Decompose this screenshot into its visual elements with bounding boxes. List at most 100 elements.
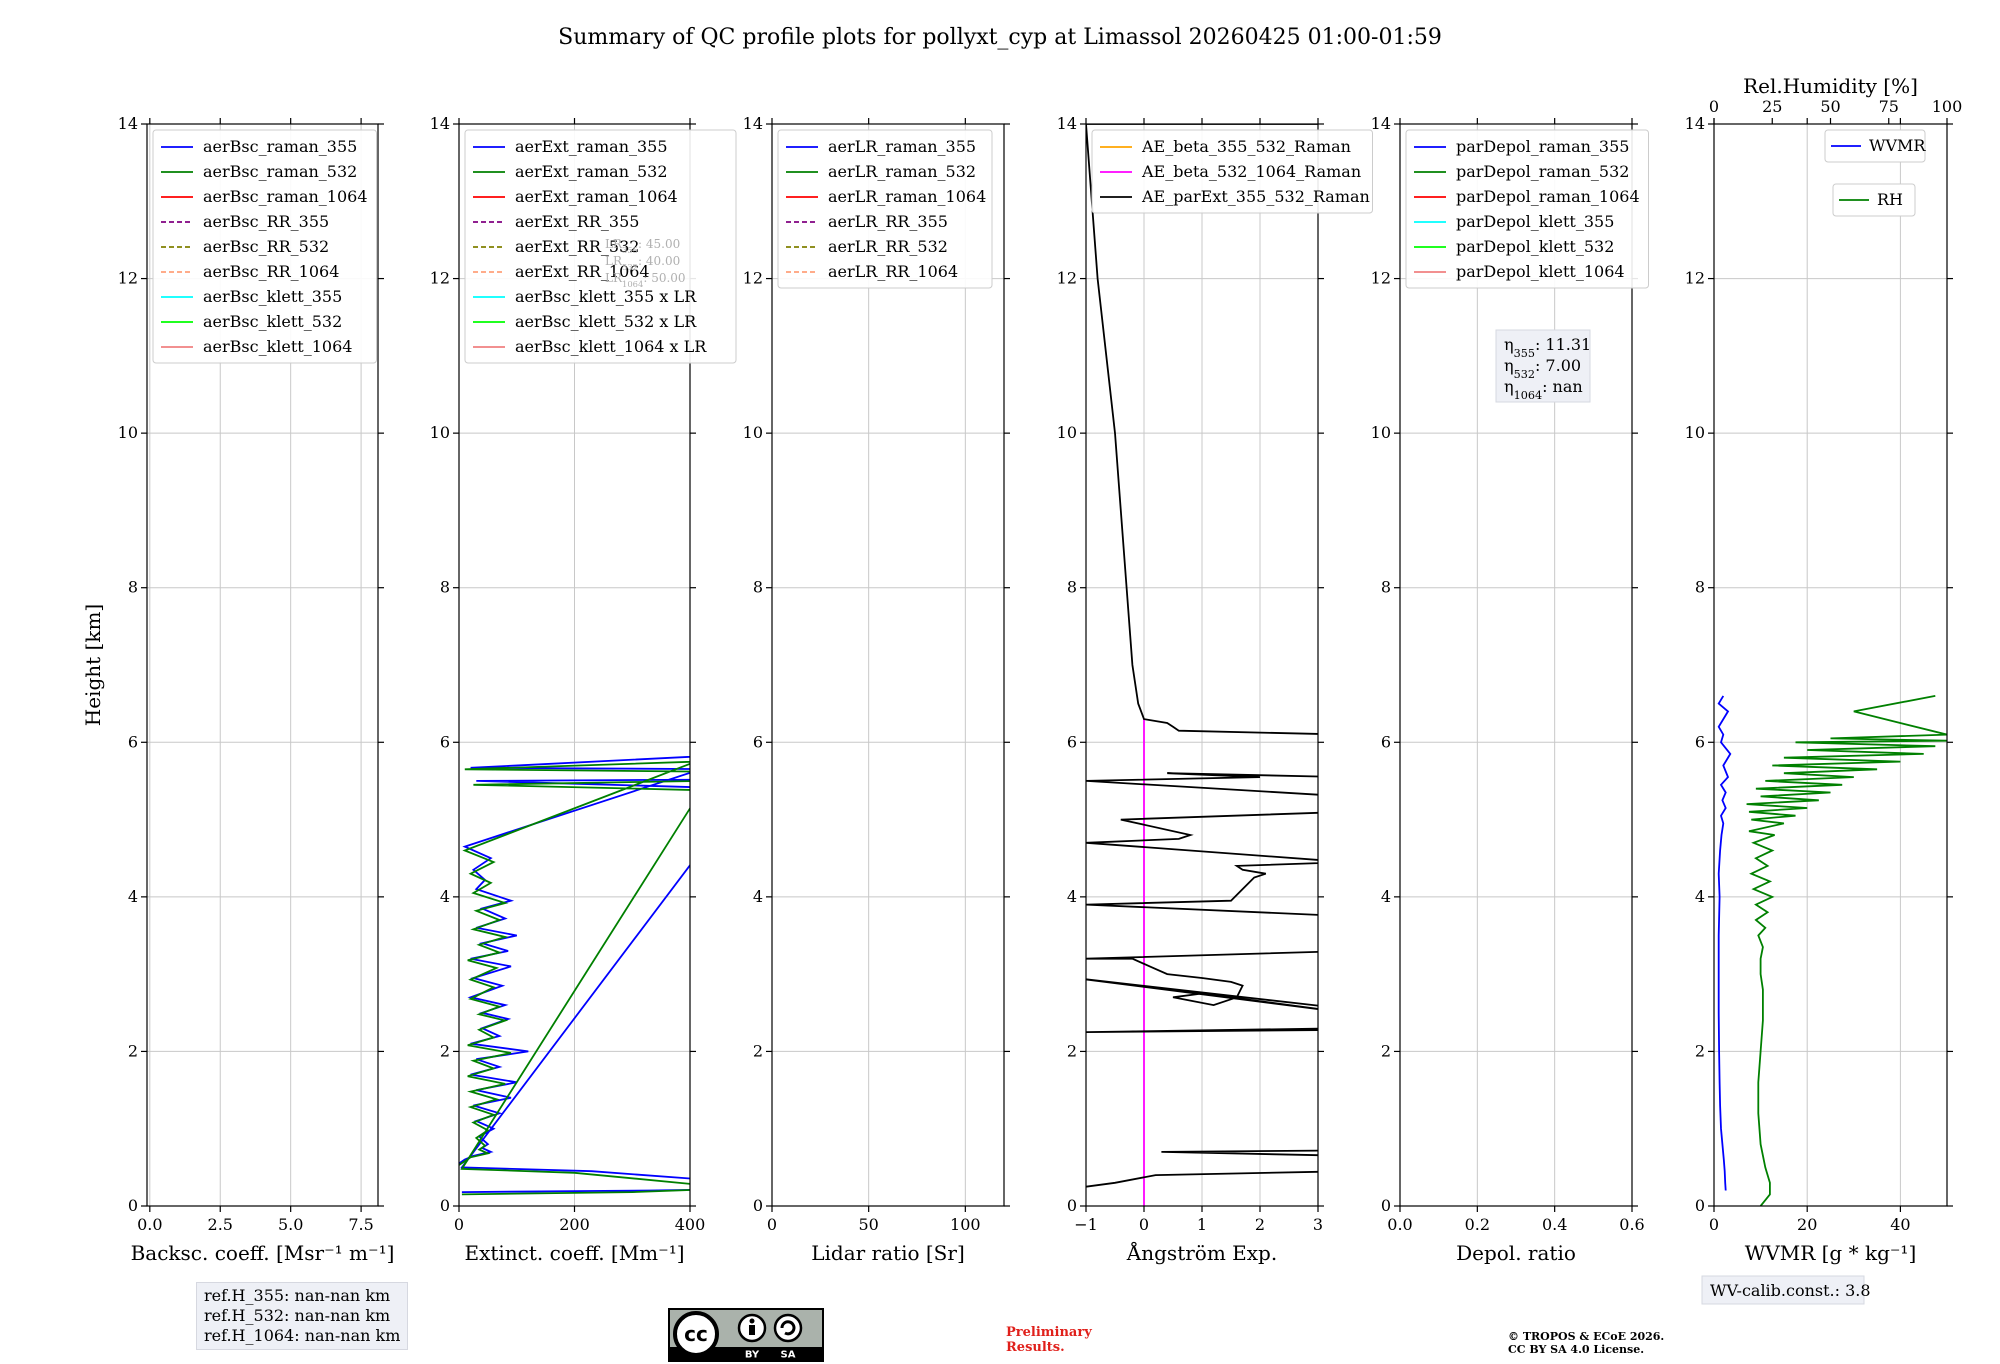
y-tick-label: 14 — [1371, 114, 1391, 133]
y-tick-label: 6 — [440, 732, 450, 751]
chart-panel-5: 0.0 0.2 0.4 0.6 0 2 4 6 8 10 12 14 Depol. ratio parDe… — [1371, 114, 1649, 1265]
legend-entry: aerBsc_klett_355 — [203, 287, 342, 306]
y-tick-label: 2 — [1067, 1041, 1077, 1060]
legend-entry: parDepol_raman_1064 — [1456, 187, 1640, 206]
cc-by-label: BY — [745, 1350, 760, 1361]
legend-entry: parDepol_raman_355 — [1456, 137, 1629, 156]
legend-box — [777, 129, 993, 289]
legend-box — [152, 129, 377, 364]
preliminary-line-1: Preliminary — [1006, 1325, 1092, 1340]
wv-calibration-text: WV-calib.const.: 3.8 — [1710, 1281, 1871, 1300]
x2-tick-label: 25 — [1762, 97, 1782, 116]
x-tick-label: 0.0 — [1387, 1215, 1412, 1234]
figure-title: Summary of QC profile plots for pollyxt_… — [558, 25, 1442, 50]
x-tick-label: 0.2 — [1465, 1215, 1490, 1234]
x-tick-label: 1 — [1197, 1215, 1207, 1234]
x2-tick-label: 50 — [1820, 97, 1840, 116]
axes-frame — [771, 123, 1005, 1207]
y-tick-label: 12 — [743, 269, 763, 288]
legend-box — [1091, 129, 1373, 214]
legend-entry: aerLR_raman_1064 — [828, 187, 986, 206]
legend-entry: parDepol_klett_355 — [1456, 212, 1614, 231]
x2-tick-label: 75 — [1879, 97, 1899, 116]
y-tick-label: 2 — [440, 1041, 450, 1060]
y-tick-label: 14 — [1057, 114, 1077, 133]
series-line-AE_parExt_355_532_Raman — [1086, 124, 1318, 1188]
y-tick-label: 6 — [1695, 732, 1705, 751]
legend-entry: aerExt_raman_532 — [515, 162, 668, 181]
y-tick-label: 12 — [1685, 269, 1705, 288]
legend-entry: aerBsc_raman_532 — [203, 162, 357, 181]
legend-entry: aerExt_RR_532 — [515, 237, 639, 256]
y-tick-label: 6 — [1381, 732, 1391, 751]
chart-panel-3: 0 50 100 0 2 4 6 8 10 12 14 Lidar ratio [Sr] aerLR_r… — [743, 114, 1010, 1265]
legend-entry: AE_beta_532_1064_Raman — [1141, 162, 1361, 181]
y-tick-label: 10 — [1057, 423, 1077, 442]
y-tick-label: 10 — [430, 423, 450, 442]
y-tick-label: 2 — [1381, 1041, 1391, 1060]
legend-entry: aerBsc_RR_355 — [203, 212, 329, 231]
chart-panel-2: 0 200 400 0 2 4 6 8 10 12 14 Extinct. coeff. [Mm⁻¹]… — [430, 114, 737, 1265]
y-tick-label: 4 — [753, 887, 763, 906]
legend-box — [464, 129, 737, 364]
legend-entry: AE_beta_355_532_Raman — [1141, 137, 1351, 156]
y-tick-label: 10 — [1371, 423, 1391, 442]
legend-entry: aerBsc_klett_355 x LR — [515, 287, 697, 306]
y-tick-label: 10 — [743, 423, 763, 442]
chart-panel-1: 0.0 2.5 5.0 7.5 0 2 4 6 8 10 12 14 Backsc. coeff. [M… — [118, 114, 395, 1265]
x-tick-label: 20 — [1797, 1215, 1817, 1234]
y-tick-label: 6 — [128, 732, 138, 751]
series-line-aerExt_raman_355 — [459, 755, 690, 1193]
depol-calibration-box — [1495, 329, 1591, 403]
legend-entry: aerLR_raman_355 — [828, 137, 976, 156]
y-tick-label: 2 — [1695, 1041, 1705, 1060]
y-tick-label: 2 — [753, 1041, 763, 1060]
depol-calibration-text: η532: 7.00 — [1504, 356, 1581, 381]
y-tick-label: 12 — [118, 269, 138, 288]
axes-frame — [146, 123, 379, 1207]
y-tick-label: 8 — [128, 578, 138, 597]
legend-entry: parDepol_raman_532 — [1456, 162, 1629, 181]
legend-entry: aerBsc_RR_532 — [203, 237, 329, 256]
y-tick-label: 8 — [753, 578, 763, 597]
legend-entry: aerLR_RR_1064 — [828, 262, 958, 281]
y-tick-label: 8 — [440, 578, 450, 597]
y-tick-label: 12 — [1057, 269, 1077, 288]
depol-calibration-text: η355: 11.31 — [1504, 335, 1591, 360]
cc-license-icon: cc BY SA — [670, 1311, 822, 1361]
legend-entry: AE_parExt_355_532_Raman — [1141, 187, 1370, 206]
reference-height-box: ref.H_355: nan-nan km ref.H_532: nan-nan… — [196, 1282, 409, 1350]
depol-calibration-text: η1064: nan — [1504, 377, 1583, 402]
y-tick-label: 14 — [430, 114, 450, 133]
x-axis-label: Lidar ratio [Sr] — [811, 1241, 965, 1265]
y-tick-label: 14 — [1685, 114, 1705, 133]
x-axis-label: Extinct. coeff. [Mm⁻¹] — [464, 1241, 684, 1265]
lidar-ratio-annotation: LR355: 45.00 — [605, 237, 680, 255]
lidar-ratio-annotation: LR1064: 50.00 — [605, 271, 686, 289]
series-line-WVMR — [1717, 695, 1732, 1191]
x2-axis-label: Rel.Humidity [%] — [1743, 74, 1918, 98]
x-axis-label: Backsc. coeff. [Msr⁻¹ m⁻¹] — [131, 1241, 395, 1265]
y-tick-label: 8 — [1067, 578, 1077, 597]
legend-entry: aerBsc_klett_1064 — [203, 337, 352, 356]
legend-entry: aerLR_raman_532 — [828, 162, 976, 181]
y-tick-label: 6 — [753, 732, 763, 751]
x-tick-label: 0.4 — [1542, 1215, 1567, 1234]
legend-entry: WVMR — [1869, 136, 1926, 155]
axes-frame — [458, 123, 691, 1207]
x-axis-label: Depol. ratio — [1456, 1241, 1576, 1265]
legend-entry: aerLR_RR_355 — [828, 212, 948, 231]
cc-license-badge: cc BY SA — [668, 1308, 824, 1362]
x-tick-label: 3 — [1313, 1215, 1323, 1234]
y-tick-label: 4 — [1381, 887, 1391, 906]
x-tick-label: 50 — [858, 1215, 878, 1234]
axes-frame — [1713, 123, 1948, 1207]
y-tick-label: 12 — [1371, 269, 1391, 288]
y-tick-label: 10 — [1685, 423, 1705, 442]
x-tick-label: 0 — [454, 1215, 464, 1234]
lidar-ratio-annotation: LR532: 40.00 — [605, 254, 680, 272]
copyright-line-2: CC BY SA 4.0 License. — [1508, 1343, 1645, 1356]
ref-height-355: ref.H_355: nan-nan km — [204, 1286, 391, 1305]
